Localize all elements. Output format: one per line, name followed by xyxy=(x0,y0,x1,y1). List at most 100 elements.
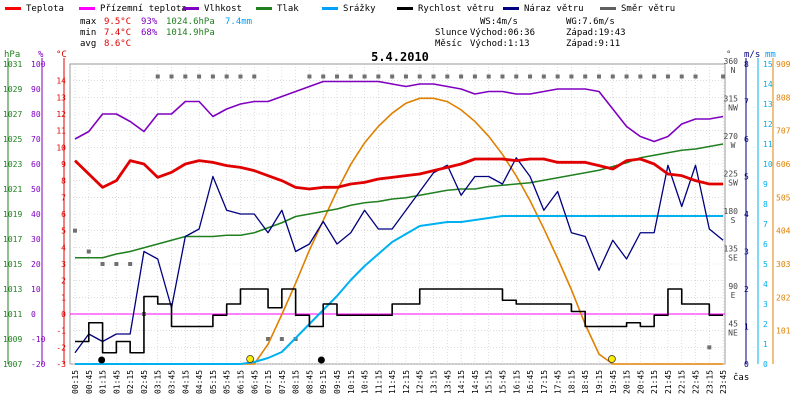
y-tick-label-pressure: 1027 xyxy=(3,110,22,119)
y-tick-label-solar: 101 xyxy=(776,327,791,336)
y-tick-label-compass: N xyxy=(731,66,736,75)
wind-direction-marker xyxy=(707,345,712,350)
y-tick-label-solar: 808 xyxy=(776,93,791,102)
y-tick-label-solar: 606 xyxy=(776,160,791,169)
wind-direction-marker xyxy=(652,74,657,79)
y-tick-label-pressure: 1025 xyxy=(3,135,22,144)
x-tick-label: 07:15 xyxy=(264,370,273,394)
humidity-line xyxy=(74,80,724,143)
y-tick-label-rain: 10 xyxy=(763,160,773,169)
y-tick-label-humidity: 50 xyxy=(31,185,41,194)
moon-set: Západ:9:11 xyxy=(566,39,620,49)
x-tick-label: 13:15 xyxy=(430,370,439,394)
wind-direction-marker xyxy=(693,74,698,79)
y-tick-label-rain: 4 xyxy=(763,280,768,289)
x-tick-label: 01:45 xyxy=(112,370,121,394)
x-tick-label: 08:15 xyxy=(292,370,301,394)
wind-direction-marker xyxy=(252,74,257,79)
x-tick-label: 12:15 xyxy=(402,370,411,394)
y-tick-label-humidity: 0 xyxy=(31,310,36,319)
wind-direction-marker xyxy=(665,74,670,79)
x-tick-label: 13:45 xyxy=(443,370,452,394)
wind-direction-marker xyxy=(624,74,629,79)
wind-ws: WS:4m/s xyxy=(480,17,518,27)
stat-max-label: max xyxy=(80,17,97,27)
x-tick-label: 20:15 xyxy=(623,370,632,394)
y-tick-label-rain: 14 xyxy=(763,80,773,89)
unit-degc: °C xyxy=(56,50,67,60)
y-tick-label-humidity: 20 xyxy=(31,260,41,269)
wind-direction-marker xyxy=(100,262,105,266)
y-tick-label-temperature: 14 xyxy=(56,77,66,86)
wind-direction-marker xyxy=(638,74,643,79)
y-tick-label-humidity: 90 xyxy=(31,85,41,94)
y-tick-label-solar: 707 xyxy=(776,127,791,136)
y-tick-label-direction: 135 xyxy=(724,245,739,254)
y-tick-label-pressure: 1023 xyxy=(3,160,22,169)
axis-units: hPa % °C ° m/s mm čas xyxy=(4,50,776,383)
x-tick-label: 11:45 xyxy=(388,370,397,394)
y-tick-label-rain: 6 xyxy=(763,240,768,249)
stat-max-rain: 7.4mm xyxy=(225,17,252,27)
y-tick-label-solar: 505 xyxy=(776,193,791,202)
x-tick-label: 02:45 xyxy=(140,370,149,394)
stat-avg-temp: 8.6°C xyxy=(104,39,131,49)
x-tick-label: 18:15 xyxy=(567,370,576,394)
x-tick-label: 19:15 xyxy=(595,370,604,394)
x-tick-label: 09:45 xyxy=(333,370,342,394)
y-tick-label-rain: 15 xyxy=(763,60,773,69)
wind-direction-marker xyxy=(679,74,684,79)
legend-swatch-rain xyxy=(322,7,338,10)
chart-title: 5.4.2010 xyxy=(371,50,429,64)
y-tick-label-direction: 180 xyxy=(724,207,739,216)
y-tick-label-compass: NW xyxy=(728,104,738,113)
wind-direction-marker xyxy=(569,74,574,79)
x-tick-label: 03:45 xyxy=(168,370,177,394)
wind-direction-marker xyxy=(403,74,408,79)
wind-direction-marker xyxy=(445,74,450,79)
sun-label: Slunce xyxy=(435,28,468,38)
y-tick-label-rain: 7 xyxy=(763,220,768,229)
legend-swatch-wind xyxy=(397,7,413,10)
legend-swatch-winddir xyxy=(600,7,616,10)
y-tick-label-humidity: -20 xyxy=(31,360,46,369)
x-tick-label: 10:45 xyxy=(361,370,370,394)
wind-direction-marker xyxy=(362,74,367,79)
wind-direction-marker xyxy=(128,262,133,266)
wind-direction-marker xyxy=(500,74,505,79)
y-tick-label-solar: 202 xyxy=(776,293,791,302)
unit-pct: % xyxy=(38,50,44,60)
wind-direction-marker xyxy=(555,74,560,79)
y-tick-label-rain: 3 xyxy=(763,300,768,309)
wind-direction-marker xyxy=(307,74,312,79)
x-tick-label: 00:45 xyxy=(85,370,94,394)
unit-ms: m/s xyxy=(744,50,760,60)
y-tick-label-solar: 909 xyxy=(776,60,791,69)
y-tick-label-rain: 13 xyxy=(763,100,773,109)
y-tick-label-compass: SE xyxy=(728,254,738,263)
wind-direction-marker xyxy=(279,337,284,341)
y-tick-label-humidity: 60 xyxy=(31,160,41,169)
wind-direction-marker xyxy=(210,74,215,79)
y-tick-label-rain: 8 xyxy=(763,200,768,209)
wind-direction-marker xyxy=(73,228,77,233)
wind-direction-marker xyxy=(114,262,119,266)
wind-direction-marker xyxy=(348,74,353,79)
y-tick-label-pressure: 1031 xyxy=(3,60,22,69)
x-tick-label: 08:45 xyxy=(305,370,314,394)
moonset-icon xyxy=(317,356,325,364)
moon-label: Měsíc xyxy=(435,39,462,49)
x-tick-label: 06:45 xyxy=(250,370,259,394)
wind-direction-marker xyxy=(486,74,491,79)
y-tick-label-pressure: 1009 xyxy=(3,335,22,344)
x-tick-label: 17:45 xyxy=(554,370,563,394)
x-tick-label: 14:15 xyxy=(457,370,466,394)
wind-direction-marker xyxy=(335,74,339,79)
unit-hpa: hPa xyxy=(4,50,20,60)
y-tick-label-pressure: 1021 xyxy=(3,185,22,194)
rain-line xyxy=(75,215,724,365)
y-tick-label-rain: 5 xyxy=(763,260,768,269)
y-tick-label-rain: 0 xyxy=(763,360,768,369)
y-tick-label-solar: 404 xyxy=(776,227,791,236)
wind-direction-marker xyxy=(528,74,533,79)
